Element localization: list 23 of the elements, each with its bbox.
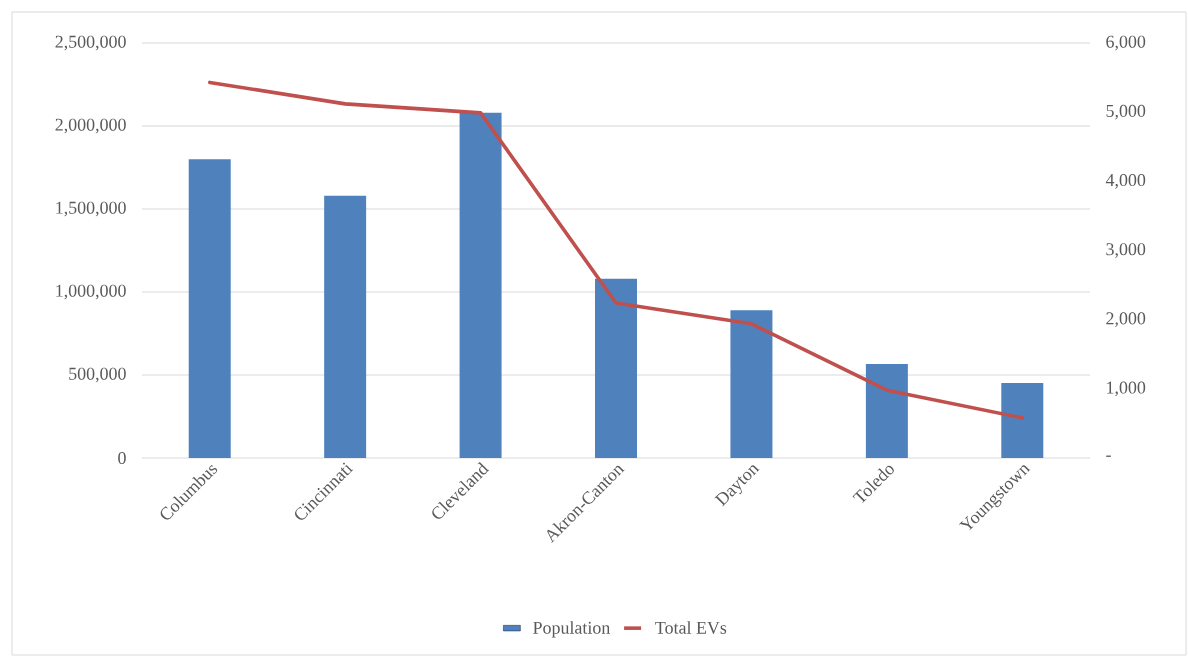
y-tick-label: 1,500,000 xyxy=(56,201,126,217)
bar xyxy=(595,278,637,458)
y-tick-label: 1,000,000 xyxy=(56,284,126,300)
bar xyxy=(188,159,231,458)
y2-tick-label: 6,000 xyxy=(1106,35,1146,51)
y-tick-label: 0 xyxy=(118,451,126,465)
y2-tick-label: 4,000 xyxy=(1105,173,1146,189)
y-tick-label: 2,500,000 xyxy=(55,35,126,51)
legend-label: Total EVs xyxy=(655,621,727,634)
y2-tick-label: 2,000 xyxy=(1106,312,1146,328)
y-tick-label: 2,000,000 xyxy=(55,118,126,134)
bar xyxy=(730,310,773,458)
y2-tick-label: 5,000 xyxy=(1106,104,1146,120)
bar xyxy=(865,364,908,458)
bar xyxy=(1001,382,1044,458)
y2-tick-label: 1,000 xyxy=(1107,381,1146,397)
y2-tick-label: 3,000 xyxy=(1106,243,1146,258)
legend-label: Population xyxy=(533,621,611,638)
bar xyxy=(459,112,502,458)
y2-tick-label: - xyxy=(1106,455,1111,457)
bar xyxy=(324,195,367,458)
line-series xyxy=(207,80,1025,420)
y-tick-label: 500,000 xyxy=(69,367,126,383)
